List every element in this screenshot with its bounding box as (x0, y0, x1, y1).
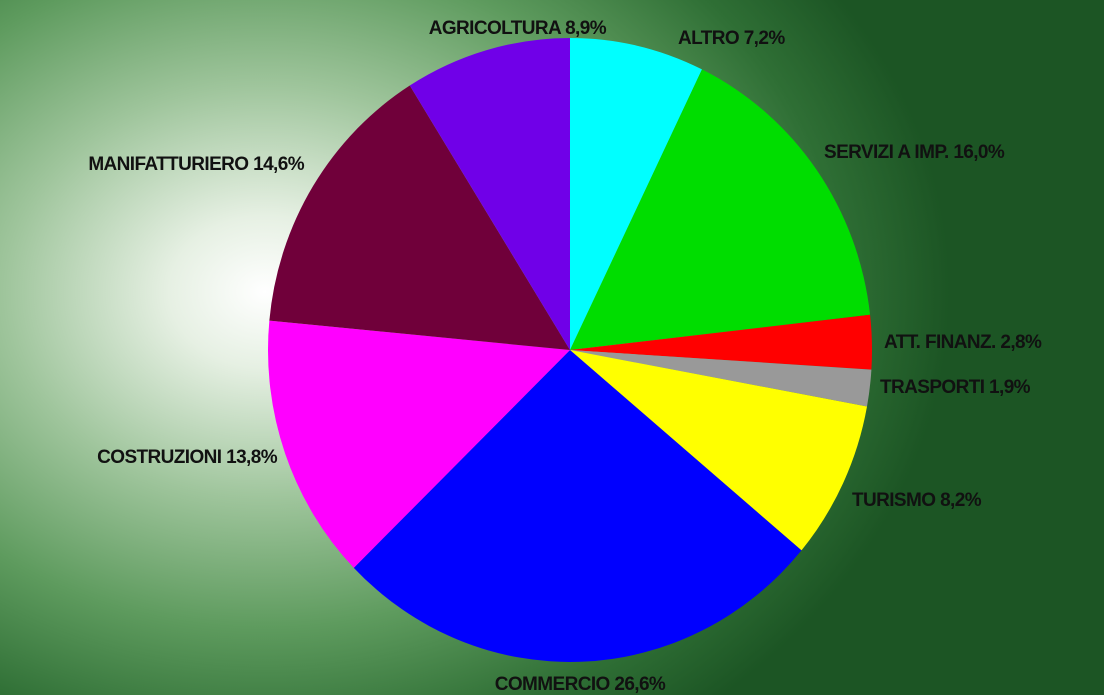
slice-label-agricoltura: AGRICOLTURA 8,9% (429, 18, 607, 39)
pie-slice-servizi-a-imp (570, 69, 871, 350)
slice-label-turismo: TURISMO 8,2% (852, 490, 982, 511)
pie-labels: ALTRO 7,2% SERVIZI A IMP. 16,0% ATT. FINAN… (88, 18, 1042, 695)
pie-slice-agricoltura (409, 38, 570, 350)
slice-label-manifatturiero: MANIFATTURIERO 14,6% (88, 154, 304, 175)
pie-slice-costruzioni (267, 320, 570, 568)
pie-slice-att-finanz (570, 314, 872, 370)
pie-slice-altro (570, 38, 703, 350)
pie-slice-commercio (353, 350, 802, 662)
slice-label-costruzioni: COSTRUZIONI 13,8% (97, 447, 278, 468)
slice-label-trasporti: TRASPORTI 1,9% (880, 377, 1031, 398)
pie-slice-turismo (570, 350, 867, 551)
pie-slice-trasporti (570, 350, 872, 407)
pie-slices (267, 38, 872, 662)
slice-label-att-finanz: ATT. FINANZ. 2,8% (884, 332, 1042, 353)
slice-label-servizi-a-imp: SERVIZI A IMP. 16,0% (824, 142, 1005, 163)
slice-label-altro: ALTRO 7,2% (678, 28, 785, 49)
slice-label-commercio: COMMERCIO 26,6% (495, 674, 666, 695)
pie-slice-manifatturiero (269, 85, 570, 351)
